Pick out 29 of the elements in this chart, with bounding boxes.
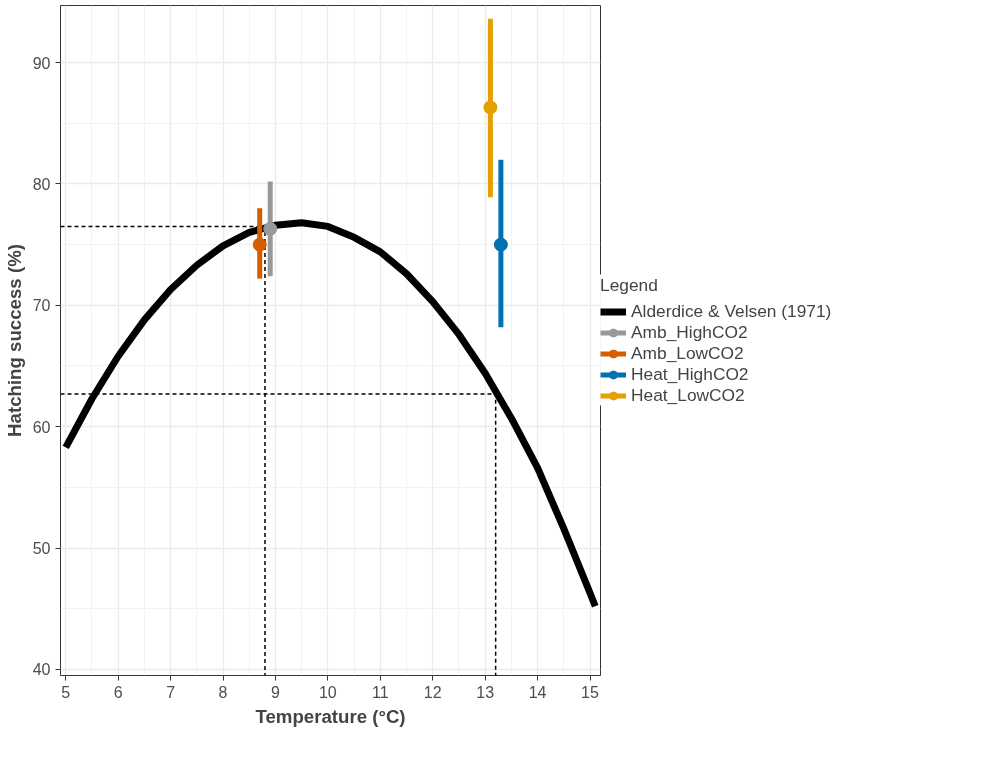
y-tick-label: 70 bbox=[32, 297, 51, 315]
legend-title: Legend bbox=[600, 274, 659, 296]
x-tick-label: 8 bbox=[218, 683, 228, 701]
x-tick-label: 5 bbox=[61, 683, 71, 701]
legend-label: Heat_LowCO2 bbox=[631, 384, 745, 406]
point bbox=[493, 237, 508, 252]
legend-label: Heat_HighCO2 bbox=[631, 363, 749, 385]
x-tick-label: 11 bbox=[372, 683, 389, 701]
point bbox=[252, 237, 267, 252]
point bbox=[483, 100, 498, 115]
y-tick-label: 80 bbox=[32, 175, 51, 193]
y-tick-label: 50 bbox=[32, 540, 51, 558]
x-tick-label: 9 bbox=[271, 683, 280, 701]
x-tick-label: 15 bbox=[581, 683, 600, 701]
y-tick-label: 40 bbox=[32, 661, 51, 679]
x-tick-label: 13 bbox=[476, 683, 495, 701]
x-axis-title: Temperature (°C) bbox=[255, 705, 406, 727]
legend-label: Alderdice & Velsen (1971) bbox=[631, 300, 832, 322]
point bbox=[263, 221, 278, 236]
y-axis-title: Hatching success (%) bbox=[3, 244, 25, 437]
y-tick-label: 60 bbox=[32, 418, 51, 436]
legend-label: Amb_HighCO2 bbox=[631, 321, 748, 343]
legend-label: Amb_LowCO2 bbox=[631, 342, 744, 364]
x-tick-label: 10 bbox=[318, 683, 337, 701]
x-tick-label: 6 bbox=[113, 683, 123, 701]
x-tick-label: 12 bbox=[423, 683, 442, 701]
x-tick-label: 14 bbox=[528, 683, 547, 701]
y-tick-label: 90 bbox=[32, 54, 51, 72]
x-tick-label: 7 bbox=[166, 683, 176, 701]
